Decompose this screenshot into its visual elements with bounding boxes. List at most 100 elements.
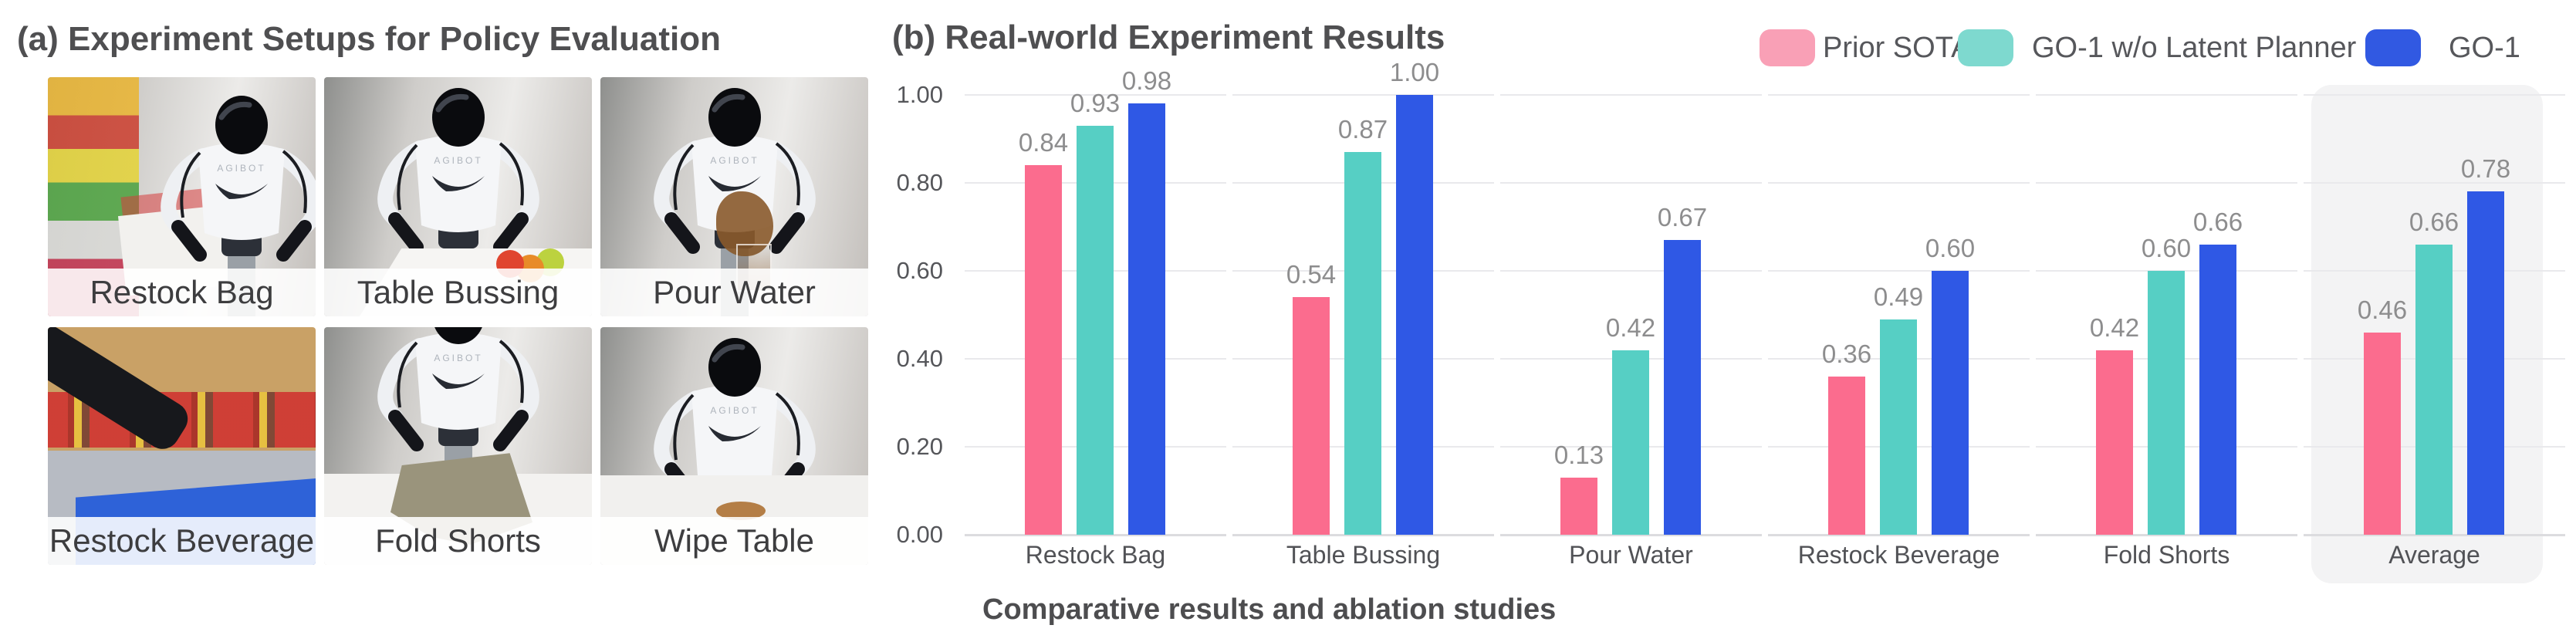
panel-b-title: (b) Real-world Experiment Results [892, 19, 1445, 56]
gridline [2304, 446, 2565, 448]
svg-text:AGIBOT: AGIBOT [710, 405, 759, 416]
photo-label: Restock Bag [48, 269, 316, 316]
bar-prior-sota-average [2364, 333, 2401, 535]
gridline [1500, 446, 1762, 448]
svg-text:AGIBOT: AGIBOT [434, 353, 482, 363]
value-label: 0.87 [1337, 115, 1388, 144]
svg-text:AGIBOT: AGIBOT [710, 155, 759, 166]
gridline [965, 182, 1226, 184]
bar-prior-sota-restock-beverage [1828, 377, 1865, 535]
bar-go-1-w-o-latent-planner-restock-beverage [1880, 319, 1917, 535]
value-label: 0.78 [2460, 154, 2511, 183]
gridline [1768, 94, 2030, 96]
gridline [1232, 182, 1494, 184]
gridline [1232, 358, 1494, 360]
legend-swatch-prior-sota [1760, 29, 1815, 66]
value-label: 0.46 [2357, 296, 2408, 324]
gridline [965, 358, 1226, 360]
gridline [1232, 94, 1494, 96]
value-label: 0.60 [1925, 234, 1976, 262]
bar-prior-sota-table-bussing [1293, 297, 1330, 535]
photo-restock-bag: AGIBOT Restock Bag [48, 77, 316, 316]
bar-go-1-pour-water [1664, 240, 1701, 535]
value-label: 0.60 [2141, 234, 2192, 262]
legend-label-go-1: GO-1 [2449, 32, 2520, 64]
legend-label-go-1-wo-latent-planner: GO-1 w/o Latent Planner [2032, 32, 2357, 64]
category-label: Restock Beverage [1797, 541, 2000, 569]
bar-go-1-w-o-latent-planner-average [2415, 245, 2453, 535]
gridline [2036, 358, 2297, 360]
photo-table-bussing: AGIBOT Table Bussing [324, 77, 592, 316]
bar-go-1-w-o-latent-planner-fold-shorts [2148, 271, 2185, 535]
bar-go-1-w-o-latent-planner-restock-bag [1077, 126, 1114, 535]
gridline [2036, 94, 2297, 96]
category-label: Pour Water [1569, 541, 1693, 569]
gridline [1500, 358, 1762, 360]
robot-illustration: AGIBOT [141, 96, 316, 316]
gridline [965, 94, 1226, 96]
bar-go-1-table-bussing [1396, 95, 1433, 535]
photo-pour-water: AGIBOT Pour Water [600, 77, 868, 316]
bar-go-1-w-o-latent-planner-pour-water [1612, 350, 1649, 535]
gridline [2036, 182, 2297, 184]
axis-baseline [2036, 534, 2297, 536]
value-label: 0.93 [1070, 89, 1121, 117]
value-label: 0.66 [2192, 208, 2243, 236]
svg-text:AGIBOT: AGIBOT [434, 155, 482, 166]
average-highlight [2311, 85, 2543, 583]
photo-label: Fold Shorts [324, 517, 592, 565]
gridline [965, 446, 1226, 448]
bar-go-1-restock-beverage [1932, 271, 1969, 535]
axis-baseline [1232, 534, 1494, 536]
bar-go-1-w-o-latent-planner-table-bussing [1344, 152, 1381, 535]
category-label: Fold Shorts [2103, 541, 2230, 569]
robot-illustration: AGIBOT [358, 327, 559, 517]
category-label: Average [2388, 541, 2480, 569]
value-label: 0.67 [1657, 203, 1708, 231]
value-label: 1.00 [1389, 58, 1440, 86]
gridline [2304, 182, 2565, 184]
gridline [1232, 270, 1494, 272]
gridline [1768, 358, 2030, 360]
gridline [1768, 182, 2030, 184]
bar-prior-sota-pour-water [1560, 478, 1597, 535]
gridline [2304, 358, 2565, 360]
axis-baseline [1768, 534, 2030, 536]
legend-swatch-go-1 [2365, 29, 2421, 66]
gridline [1768, 446, 2030, 448]
bar-go-1-average [2467, 191, 2504, 535]
bar-go-1-restock-bag [1128, 103, 1165, 535]
gridline [1500, 182, 1762, 184]
axis-baseline [965, 534, 1226, 536]
photo-label: Table Bussing [324, 269, 592, 316]
gridline [2304, 270, 2565, 272]
category-label: Restock Bag [1025, 541, 1166, 569]
category-label: Table Bussing [1286, 541, 1441, 569]
axis-baseline [2304, 534, 2565, 536]
gridline [2036, 270, 2297, 272]
svg-text:AGIBOT: AGIBOT [217, 163, 265, 174]
gridline [1500, 94, 1762, 96]
photo-wipe-table: AGIBOT Wipe Table [600, 327, 868, 565]
photo-label: Wipe Table [600, 517, 868, 565]
value-label: 0.66 [2409, 208, 2459, 236]
value-label: 0.84 [1018, 128, 1069, 157]
value-label: 0.13 [1553, 441, 1604, 469]
axis-baseline [1500, 534, 1762, 536]
photo-label: Pour Water [600, 269, 868, 316]
photo-label: Restock Beverage [48, 517, 316, 565]
value-label: 0.98 [1121, 66, 1172, 95]
gridline [2036, 446, 2297, 448]
gridline [1232, 446, 1494, 448]
gridline [2304, 94, 2565, 96]
gridline [965, 270, 1226, 272]
gridline [1500, 270, 1762, 272]
photo-restock-beverage: AGIBOT Restock Beverage [48, 327, 316, 565]
photo-fold-shorts: AGIBOT Fold Shorts [324, 327, 592, 565]
bar-go-1-fold-shorts [2199, 245, 2236, 535]
value-label: 0.49 [1873, 282, 1924, 311]
panel-a-title: (a) Experiment Setups for Policy Evaluat… [17, 20, 721, 58]
value-label: 0.42 [2089, 313, 2140, 342]
gridline [1768, 270, 2030, 272]
